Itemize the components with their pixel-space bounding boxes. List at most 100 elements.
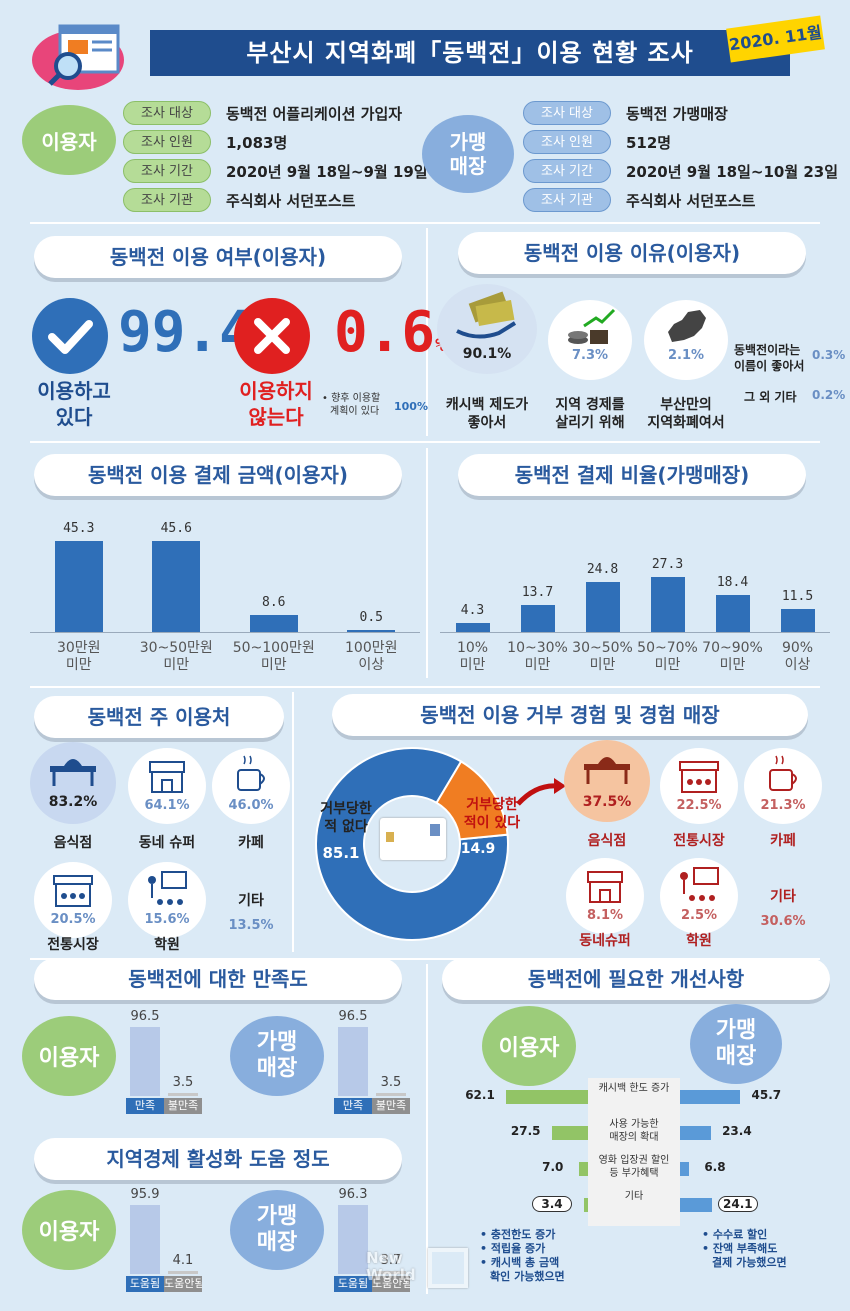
two-bar-1 — [376, 1093, 406, 1096]
watermark-text: New World — [366, 1249, 416, 1284]
bar-4 — [715, 595, 750, 632]
eco-store-label-1: 가맹 — [256, 1204, 298, 1229]
two-bar-1 — [376, 1271, 406, 1274]
refusal-circle-academy: 2.5% — [660, 858, 738, 934]
reason-label-cashback-1: 캐시백 제도가 — [445, 397, 529, 413]
users-circle-label: 이용자 — [41, 129, 97, 154]
bar-category-line2-3: 이상 — [358, 657, 385, 673]
restaurant-icon — [584, 757, 630, 784]
imp-store-label-2: 매장 — [715, 1044, 757, 1069]
two-bar-value-1: 3.7 — [380, 1253, 402, 1269]
growth-chart-icon — [568, 308, 616, 344]
refusal-pct-market: 22.5% — [676, 798, 722, 813]
usage-no-pct: 0.6% — [334, 300, 446, 365]
divider-v2 — [426, 448, 428, 678]
bar-1 — [520, 604, 555, 632]
refusal-circle-cafe: 21.3% — [744, 748, 822, 824]
store-value-period: 2020년 9월 18일~10월 23일 — [626, 163, 839, 181]
bar-category-3: 100만원 이상 — [323, 640, 421, 674]
improve-user-bar-2 — [578, 1162, 588, 1176]
place-pct-restaurant: 83.2% — [48, 794, 98, 810]
two-bar-label-1: 불만족 — [372, 1098, 410, 1114]
divider-h3 — [30, 686, 820, 688]
place-circle-market: 20.5% — [34, 862, 112, 938]
divider-h2 — [30, 441, 820, 443]
refusal-label-market: 전통시장 — [673, 833, 725, 849]
reason-other-name: 동백전이라는 이름이 좋아서 — [734, 342, 804, 374]
refusal-pct-academy: 2.5% — [680, 908, 718, 923]
bar-value-1: 45.6 — [160, 520, 192, 536]
refusal-pct-other: 30.6% — [760, 914, 806, 929]
store-tag-period: 조사 기간 — [523, 159, 611, 183]
reason-pct-economy: 7.3% — [571, 348, 609, 363]
market-stall-icon — [53, 875, 93, 907]
bar-category-line1-5: 90% — [781, 640, 814, 656]
store-icon — [587, 871, 623, 903]
two-bar-0 — [130, 1026, 160, 1096]
bar-value-3: 0.5 — [359, 610, 383, 625]
imp-store-note-1: • 수수료 할인 — [702, 1228, 768, 1241]
place-pct-academy: 15.6% — [144, 912, 190, 927]
pie-slice-1 — [435, 760, 509, 841]
improve-category-line2-1: 매장의 확대 — [609, 1132, 659, 1143]
market-stall-icon — [679, 761, 719, 793]
sat-user-chart: 96.5 만족 3.5 불만족 — [122, 1009, 212, 1114]
usage-yes-label-1: 이용하고 — [37, 379, 111, 403]
improve-user-bar-1 — [551, 1126, 588, 1140]
amount-chart: 45.3 30만원 미만 45.6 30~50만원 미만 8.6 50~100만원 미만 0.5 1… — [30, 500, 420, 680]
eco-store-label-2: 매장 — [256, 1230, 298, 1255]
improve-store-value-0: 45.7 — [751, 1088, 782, 1102]
imp-user-note-4: 확인 가능했으면 — [490, 1270, 565, 1283]
refusal-pct-supermarket: 8.1% — [586, 908, 624, 923]
busan-map-icon — [668, 310, 706, 342]
refusal-title: 동백전 이용 거부 경험 및 경험 매장 — [332, 694, 808, 736]
imp-store-note-2: • 잔액 부족해도 — [702, 1242, 778, 1255]
x-axis — [30, 632, 420, 633]
two-bar-value-0: 96.3 — [338, 1186, 368, 1202]
bar-category-5: 90% 이상 — [765, 640, 830, 674]
user-tag-target: 조사 대상 — [123, 101, 211, 125]
user-value-period: 2020년 9월 18일~9월 19일 — [226, 163, 428, 181]
bar-category-line2-0: 미만 — [459, 657, 486, 673]
improve-store-value-1: 23.4 — [722, 1124, 752, 1138]
two-bar-value-1: 3.5 — [172, 1075, 194, 1091]
refusal-no-label: 거부당한 적 없다 — [306, 800, 386, 836]
place-label-other: 기타 — [238, 893, 264, 909]
bar-0 — [54, 541, 103, 632]
place-circle-academy: 15.6% — [128, 862, 206, 938]
pie-card-icon — [380, 818, 446, 860]
bar-category-4: 70~90% 미만 — [700, 640, 765, 674]
bar-category-line1-1: 30~50만원 — [139, 640, 213, 656]
reason-other-name-2: 이름이 좋아서 — [734, 359, 805, 373]
refusal-circle-supermarket: 8.1% — [566, 858, 644, 934]
store-value-count: 512명 — [626, 134, 672, 152]
reason-label-busan: 부산만의 지역화폐여서 — [634, 396, 738, 432]
user-value-count: 1,083명 — [226, 134, 288, 152]
refusal-pct-restaurant: 37.5% — [582, 794, 632, 810]
amount-title: 동백전 이용 결제 금액(이용자) — [34, 454, 402, 496]
sat-store-label-1: 가맹 — [256, 1030, 298, 1055]
sat-user-label: 이용자 — [38, 1046, 100, 1071]
reason-other-name-1: 동백전이라는 — [734, 343, 801, 357]
stores-circle: 가맹 매장 — [422, 115, 514, 193]
two-bar-1 — [168, 1093, 198, 1096]
imp-store-note-3: 결제 가능했으면 — [712, 1256, 787, 1269]
bar-category-line1-2: 50~100만원 — [232, 640, 315, 656]
watermark: New World — [366, 1246, 488, 1290]
stores-circle-label-1: 가맹 — [449, 130, 487, 154]
place-label-restaurant: 음식점 — [53, 835, 93, 851]
bar-category-line2-3: 미만 — [654, 657, 681, 673]
improve-user-value-1: 27.5 — [510, 1124, 541, 1138]
two-bar-0 — [338, 1204, 368, 1274]
reason-other-etc: 그 외 기타 — [744, 390, 797, 404]
imp-store-circle: 가맹 매장 — [690, 1004, 782, 1084]
improve-store-bar-2 — [680, 1162, 689, 1176]
place-pct-supermarket: 64.1% — [144, 798, 190, 813]
refusal-pct-cafe: 21.3% — [760, 798, 806, 813]
bar-3 — [650, 577, 685, 632]
imp-user-label: 이용자 — [498, 1036, 560, 1061]
bar-3 — [347, 630, 396, 632]
place-label-cafe: 카페 — [238, 835, 264, 851]
header-icon — [30, 12, 130, 92]
refusal-label-restaurant: 음식점 — [587, 833, 627, 849]
